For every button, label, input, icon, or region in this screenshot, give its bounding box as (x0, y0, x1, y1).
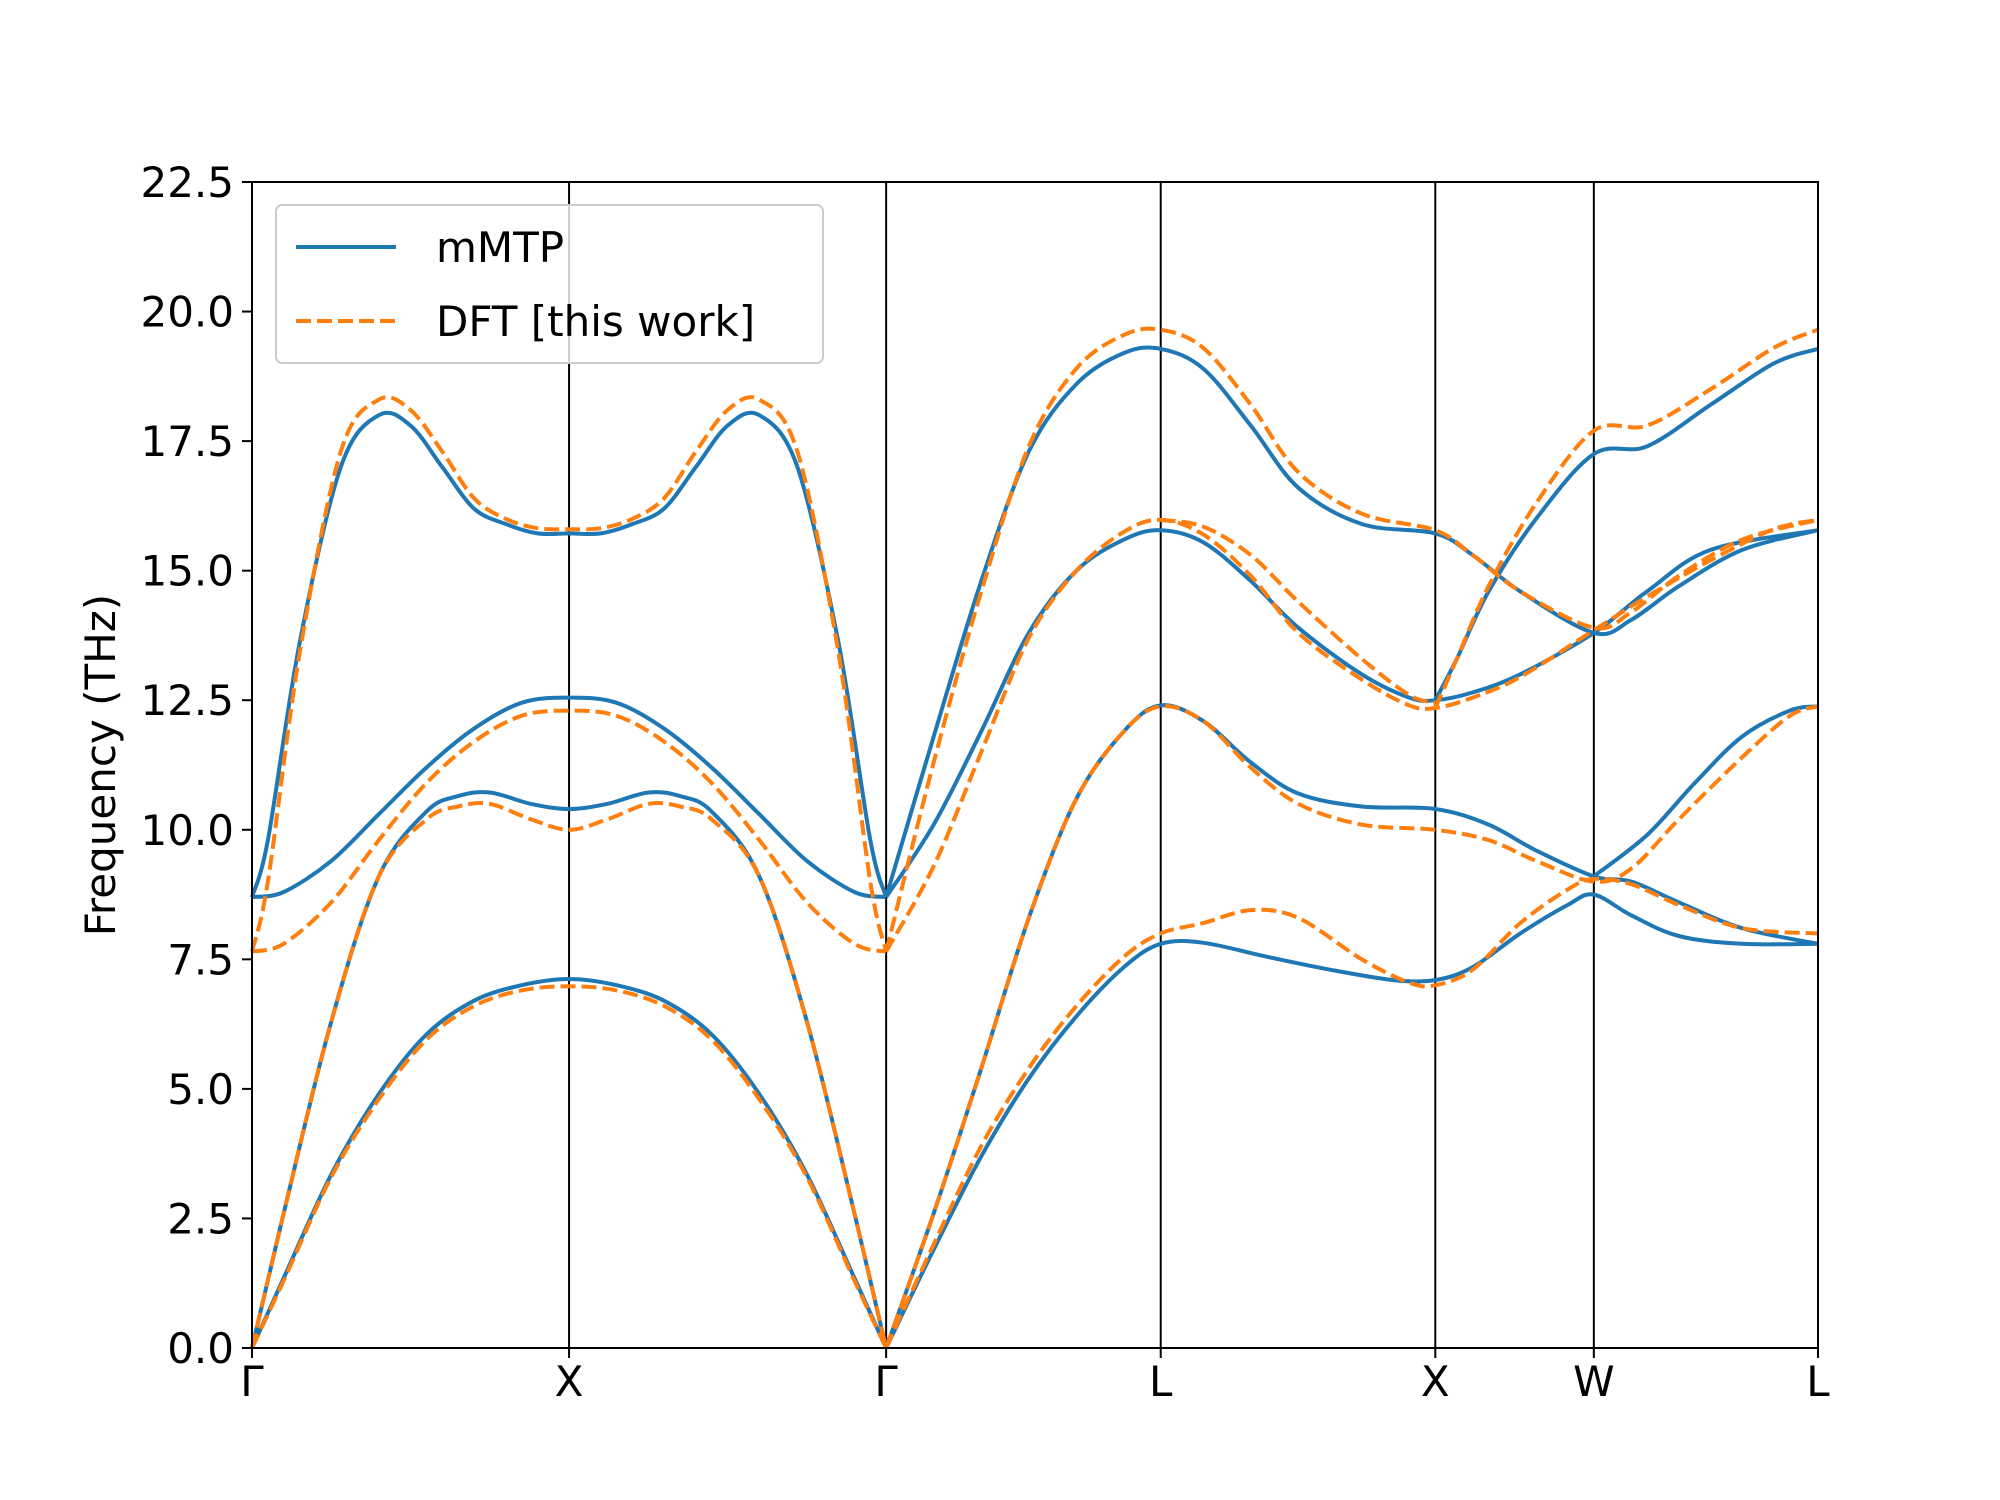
y-tick-label-1: 2.5 (167, 1194, 234, 1243)
legend-label-dft: DFT [this work] (436, 297, 755, 346)
mmtp-band-10 (1592, 704, 1819, 878)
dft-band-9 (1433, 327, 1819, 709)
x-tick-label-0: Γ (240, 1357, 264, 1406)
dft-band-7 (884, 517, 1819, 953)
legend-box (275, 204, 824, 364)
x-tick-label-6: L (1806, 1357, 1830, 1406)
y-tick-label-5: 12.5 (140, 676, 234, 725)
plot-area (250, 181, 1819, 1349)
mmtp-band-5 (884, 892, 1819, 1349)
mmtp-band-4 (250, 410, 889, 898)
dft-band-3 (251, 708, 887, 954)
dft-band-5 (884, 876, 1819, 1349)
y-tick-label-6: 15.0 (140, 547, 234, 596)
mmtp-band-3 (251, 695, 887, 900)
y-tick-label-8: 20.0 (140, 288, 234, 337)
dft-band-10 (1160, 517, 1436, 705)
y-tick-label-4: 10.0 (140, 806, 234, 855)
legend: mMTP DFT [this work] (275, 204, 824, 364)
dft-band-2 (250, 801, 889, 1349)
x-tick-label-3: L (1149, 1357, 1173, 1406)
dft-band-4 (250, 395, 889, 953)
axes-frame (251, 181, 1819, 1349)
dft-band-1 (250, 984, 888, 1349)
y-tick-label-3: 7.5 (167, 935, 234, 984)
dft-band-8 (884, 326, 1819, 953)
y-tick-label-7: 17.5 (140, 417, 234, 466)
y-axis-label: Frequency (THz) (76, 594, 125, 936)
x-tick-label-1: X (555, 1357, 584, 1406)
x-tick-label-4: X (1421, 1357, 1450, 1406)
y-tick-label-9: 22.5 (140, 158, 234, 207)
mmtp-band-9 (1433, 346, 1819, 702)
legend-label-mmtp: mMTP (436, 223, 564, 272)
y-axis: 0.0 2.5 5.0 7.5 10.0 12.5 15.0 17.5 20.0 22.5 (140, 158, 252, 1373)
x-tick-label-5: W (1573, 1357, 1615, 1406)
x-tick-label-2: Γ (874, 1357, 898, 1406)
dft-band-6 (884, 704, 1819, 1349)
y-tick-label-0: 0.0 (167, 1324, 234, 1373)
y-tick-label-2: 5.0 (167, 1065, 234, 1114)
